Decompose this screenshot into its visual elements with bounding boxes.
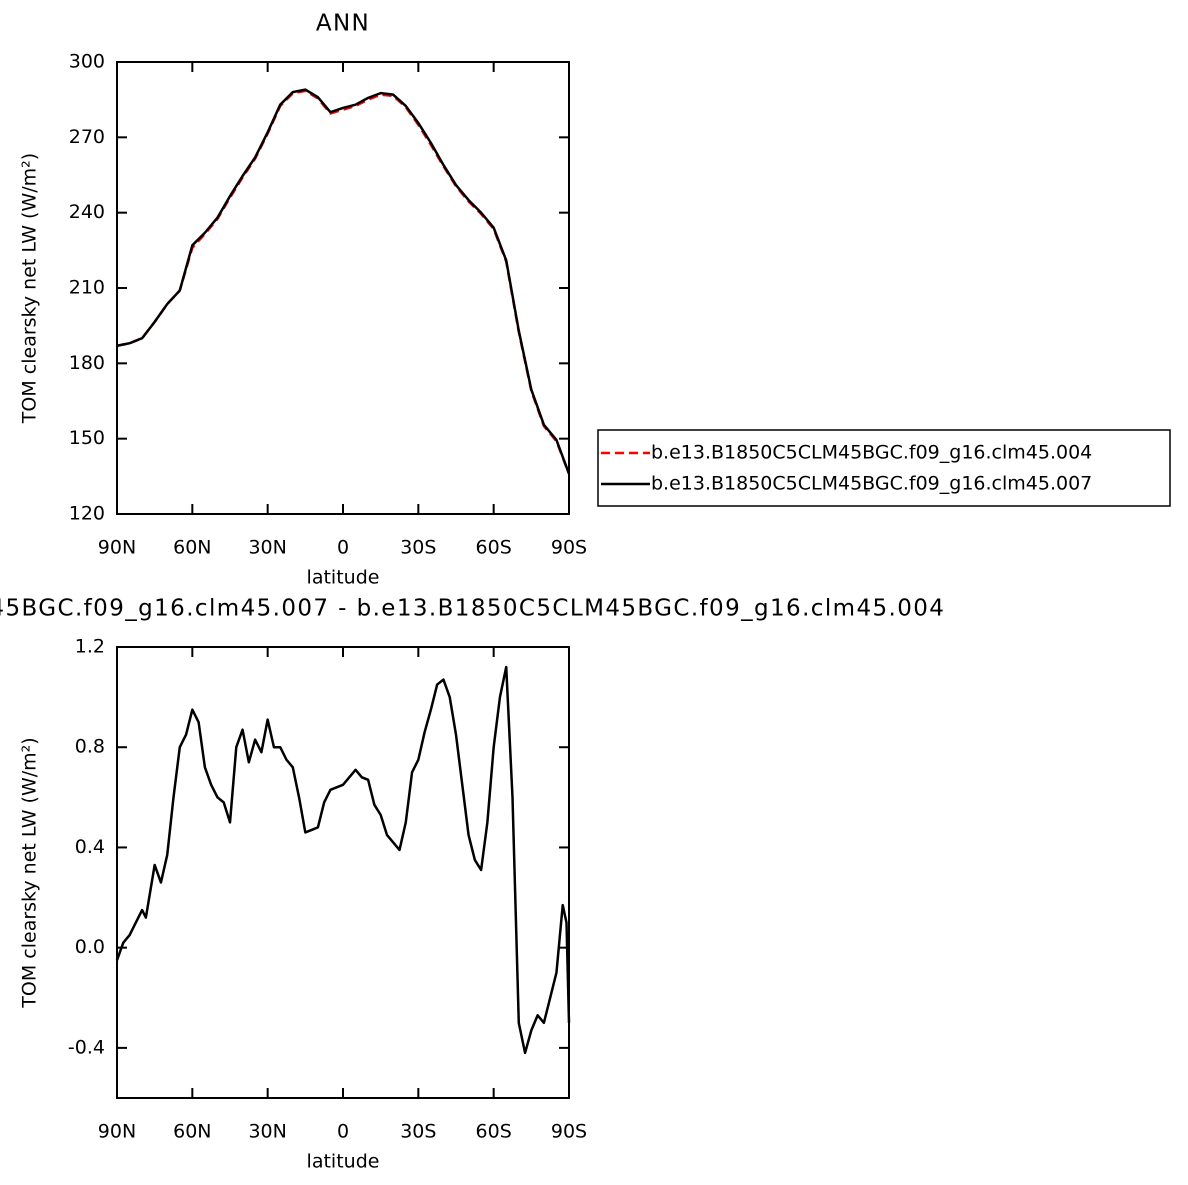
y-tick-label: 240 [69,201,105,223]
x-tick-label: 90N [98,537,136,559]
legend-label: b.e13.B1850C5CLM45BGC.f09_g16.clm45.004 [651,442,1092,464]
data-line [116,88,571,475]
x-axis-label: latitude [307,567,380,589]
y-axis-label: TOM clearsky net LW (W/m²) [19,737,41,1008]
x-tick-label: 60N [173,1121,211,1143]
y-tick-label: 0.8 [75,736,105,758]
legend-box [597,429,1171,507]
x-tick-label: 30N [248,1121,286,1143]
y-tick-label: 150 [69,427,105,449]
x-tick-label: 0 [337,537,349,559]
y-tick-label: 210 [69,277,105,299]
x-tick-label: 60N [173,537,211,559]
y-tick-label: 120 [69,503,105,525]
x-tick-label: 90S [551,1121,587,1143]
x-tick-label: 30S [400,1121,436,1143]
y-tick-label: 0.0 [75,936,105,958]
x-tick-label: 90S [551,537,587,559]
data-line [115,665,571,1055]
x-tick-label: 90N [98,1121,136,1143]
y-tick-label: 1.2 [75,636,105,658]
legend-label: b.e13.B1850C5CLM45BGC.f09_g16.clm45.007 [651,473,1092,495]
y-tick-label: 300 [69,51,105,73]
chart-title: ANN [316,11,370,37]
y-tick-label: 180 [69,352,105,374]
plot-frame [116,61,570,515]
y-tick-label: 0.4 [75,836,105,858]
x-tick-label: 0 [337,1121,349,1143]
chart-title: b.e13.B1850C5CLM45BGC.f09_g16.clm45.007 … [0,596,945,622]
plot-frame [116,646,570,1099]
x-tick-label: 60S [476,1121,512,1143]
data-line [116,89,571,475]
y-axis-label: TOM clearsky net LW (W/m²) [19,153,41,424]
y-tick-label: 270 [69,126,105,148]
y-tick-label: -0.4 [68,1036,105,1058]
x-tick-label: 30N [248,537,286,559]
x-axis-label: latitude [307,1151,380,1173]
x-tick-label: 60S [476,537,512,559]
x-tick-label: 30S [400,537,436,559]
